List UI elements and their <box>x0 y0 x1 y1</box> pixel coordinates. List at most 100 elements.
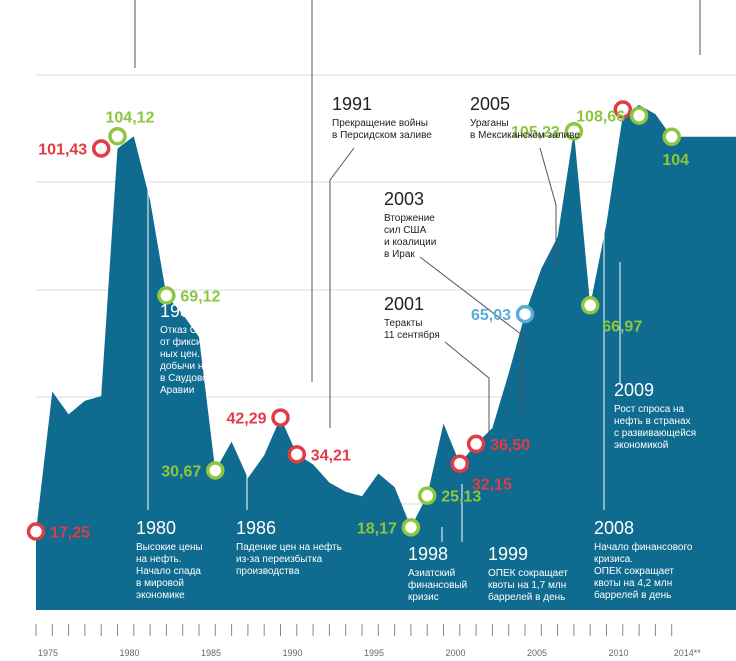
annotation-text-1998-2: кризис <box>408 592 439 603</box>
price-area <box>36 105 736 610</box>
marker-label-5: 42,29 <box>226 411 266 428</box>
marker-13 <box>580 296 600 315</box>
annotation-text-2009-2: с развивающейся <box>614 428 696 439</box>
annotation-year-1986: 1986 <box>236 518 276 538</box>
annotation-year-1980: 1980 <box>136 518 176 538</box>
marker-label-16: 104 <box>662 152 689 169</box>
annotation-text-2009-3: экономикой <box>614 440 668 451</box>
marker-3 <box>157 286 176 305</box>
annotation-text-1991-1: в Персидском заливе <box>332 130 432 141</box>
annotation-year-2001: 2001 <box>384 294 424 314</box>
tick-label-2014**: 2014** <box>674 648 702 658</box>
annotation-text-1986-1: из-за переизбытка <box>236 553 323 565</box>
annotation-text-1980-4: экономике <box>136 590 185 601</box>
tick-label-2005: 2005 <box>527 648 547 658</box>
marker-2 <box>108 127 127 146</box>
annotation-leaders <box>134 0 701 542</box>
annotation-text-2003-0: Вторжение <box>384 213 435 224</box>
annotation-text-2008-3: квоты на 4,2 млн <box>594 578 672 589</box>
marker-4 <box>206 461 225 480</box>
marker-label-4: 30,67 <box>161 463 201 480</box>
annotation-text-2005-0: Ураганы <box>470 118 509 129</box>
annotation-year-2008: 2008 <box>594 518 634 538</box>
marker-label-9: 32,15 <box>472 477 512 494</box>
tick-label-1985: 1985 <box>201 648 221 658</box>
annotation-text-2003-2: и коалиции <box>384 237 436 248</box>
marker-label-3: 69,12 <box>180 289 220 306</box>
annotation-text-2003-3: в Ирак <box>384 249 415 260</box>
value-markers: 17,25 101,43 104,12 69,12 30,67 42,29 34,21 18,… <box>26 100 689 542</box>
marker-9 <box>450 454 470 473</box>
tick-label-1995: 1995 <box>364 648 384 658</box>
leader-2001 <box>444 341 490 437</box>
marker-5 <box>271 408 290 427</box>
annotation-text-2008-1: кризиса. <box>594 554 633 565</box>
tick-label-1980: 1980 <box>120 648 140 658</box>
marker-0 <box>26 522 46 541</box>
marker-label-0: 17,25 <box>50 525 90 542</box>
annotation-text-2005-1: в Мексиканском заливе <box>470 130 580 141</box>
marker-7 <box>401 518 421 537</box>
annotation-text-1999-2: баррелей в день <box>488 591 565 603</box>
annotation-text-1991-0: Прекращение войны <box>332 118 428 129</box>
marker-16 <box>662 127 681 147</box>
annotation-year-1991: 1991 <box>332 94 372 114</box>
annotation-year-1998: 1998 <box>408 544 448 564</box>
marker-1 <box>91 139 111 158</box>
annotation-text-1983-4: в Саудовской <box>160 373 223 384</box>
annotation-text-1983-0: Отказ ОПЕК <box>160 325 217 336</box>
leader-2003 <box>419 256 523 414</box>
annotation-year-1983: 1983 <box>160 301 200 321</box>
marker-11 <box>515 304 535 324</box>
marker-label-1: 101,43 <box>38 141 87 158</box>
leader-2005 <box>539 147 557 265</box>
marker-label-10: 36,50 <box>490 437 530 454</box>
annotation-text-1980-0: Высокие цены <box>136 542 203 553</box>
annotation-text-2008-4: баррелей в день <box>594 589 671 601</box>
annotation-text-2003-1: сил США <box>384 225 427 236</box>
marker-label-2: 104,12 <box>106 109 155 126</box>
annotation-text-1999-1: квоты на 1,7 млн <box>488 580 566 591</box>
marker-label-8: 25,13 <box>441 489 481 506</box>
tick-label-1990: 1990 <box>283 648 303 658</box>
marker-14 <box>613 100 633 119</box>
annotation-year-2003: 2003 <box>384 189 424 209</box>
marker-label-6: 34,21 <box>311 447 351 464</box>
marker-10 <box>466 434 486 454</box>
annotation-text-1983-5: Аравии <box>160 385 194 396</box>
annotation-text-1999-0: ОПЕК сокращает <box>488 568 568 579</box>
annotation-year-2005: 2005 <box>470 94 510 114</box>
marker-label-13: 66,97 <box>602 318 642 335</box>
annotation-text-2008-2: ОПЕК сокращает <box>594 566 674 577</box>
annotation-year-1999: 1999 <box>488 544 528 564</box>
annotation-year-2009: 2009 <box>614 380 654 400</box>
annotation-text-2009-0: Рост спроса на <box>614 404 685 415</box>
time-axis: 1975 1980 1985 1990 1995 2000 2005 2010 2014** <box>0 612 736 661</box>
annotation-text-1998-1: финансовый <box>408 579 467 591</box>
annotation-text-2009-1: нефть в странах <box>614 415 691 427</box>
annotation-text-1986-2: производства <box>236 566 300 577</box>
annotation-text-1980-1: на нефть. <box>136 553 182 565</box>
price-area-fill <box>36 105 736 610</box>
marker-label-15: 108,66 <box>576 109 625 126</box>
tick-label-2010: 2010 <box>609 648 629 658</box>
annotation-text-1983-2: ных цен. Рост <box>160 349 225 360</box>
annotation-text-1983-3: добычи нефти <box>160 360 227 372</box>
marker-15 <box>629 106 649 125</box>
annotation-text-1980-3: в мировой <box>136 578 184 589</box>
annotation-text-1983-1: от фиксирован- <box>160 336 232 348</box>
tick-label-1975: 1975 <box>38 648 58 658</box>
axis-background <box>0 612 736 661</box>
annotation-text-1986-0: Падение цен на нефть <box>236 541 342 553</box>
annotation-text-2008-0: Начало финансового <box>594 541 693 553</box>
marker-label-7: 18,17 <box>357 520 397 537</box>
tick-label-2000: 2000 <box>446 648 466 658</box>
annotation-text-1980-2: Начало спада <box>136 566 201 577</box>
marker-label-12: 105,23 <box>511 124 560 141</box>
leader-1991 <box>329 147 355 428</box>
annotation-text-2001-1: 11 сентября <box>384 329 440 341</box>
annotation-text-2001-0: Теракты <box>384 318 423 329</box>
marker-12 <box>564 121 584 141</box>
